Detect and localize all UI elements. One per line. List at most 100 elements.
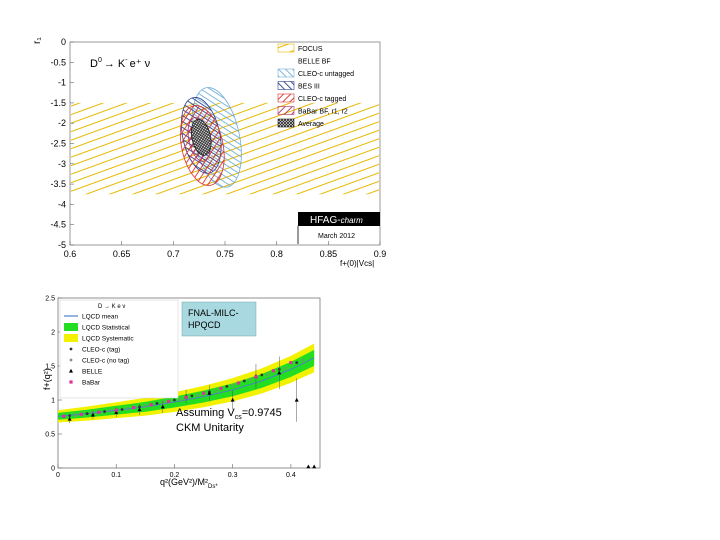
x-tick-label: 0.75 <box>216 249 234 259</box>
x-axis-ticks-bottom: 0 0.1 0.2 0.3 0.4 <box>56 464 296 479</box>
cleo-notag-point <box>230 384 235 388</box>
belle-point <box>306 464 311 469</box>
x-axis-ticks: 0.6 0.65 0.7 0.75 0.8 0.85 0.9 <box>64 241 387 259</box>
y-tick-label: 1.5 <box>45 364 55 371</box>
legend-label: CLEO-c untagged <box>298 71 354 78</box>
belle-point <box>294 397 299 402</box>
legend-swatch <box>69 358 73 362</box>
form-factor-vs-q2-plot: 0 0.1 0.2 0.3 0.4 0 0.5 1 1.5 2 2.5 f+(q²) q²(GeV… <box>0 280 330 490</box>
x-tick-label: 0.85 <box>320 249 338 259</box>
babar-point <box>271 369 276 373</box>
legend-swatch <box>69 380 73 384</box>
babar-point <box>97 410 101 414</box>
y-tick-label: -0.5 <box>50 57 66 67</box>
y-tick-label: 1 <box>51 398 55 405</box>
svg-text:FNAL-MILC-: FNAL-MILC- <box>188 308 239 318</box>
belle-point <box>312 464 317 469</box>
belle-point <box>160 404 165 409</box>
cleo-tag-point <box>242 379 246 383</box>
legend-swatch <box>64 334 78 342</box>
babar-point <box>167 399 171 403</box>
x-tick-label: 0.1 <box>111 472 121 479</box>
legend-label: CLEO-c (tag) <box>82 347 120 354</box>
y-tick-label: 0 <box>61 37 66 47</box>
legend-label: BELLE BF <box>298 59 331 66</box>
legend-label: FOCUS <box>298 46 323 53</box>
babar-point <box>201 391 206 395</box>
y-axis-label: r₁ <box>32 37 43 44</box>
legend-label: CLEO-c tagged <box>298 96 346 103</box>
lqcd-mean-line <box>57 357 315 417</box>
belle-point <box>114 410 119 414</box>
legend-swatch <box>277 93 295 103</box>
babar-point <box>219 386 223 391</box>
y-axis-label-bottom: f+(q²) <box>42 368 52 390</box>
cleo-tag-point <box>155 402 159 405</box>
x-tick-label: 0.8 <box>270 249 283 259</box>
belle-point <box>207 391 212 395</box>
x-tick-label: 0 <box>56 472 60 479</box>
y-tick-label: 0.5 <box>45 432 55 439</box>
babar-point <box>254 375 258 379</box>
cleo-tag-point <box>225 385 229 388</box>
babar-point <box>79 412 83 416</box>
babar-point <box>236 381 241 385</box>
y-tick-label: -2 <box>58 118 66 128</box>
cleo-tag-point <box>295 361 299 364</box>
y-axis-ticks: 0 -0.5 -1 -1.5 -2 -2.5 -3 -3.5 -4 -4.5 -5 <box>50 37 74 250</box>
cleo-notag-point <box>178 397 182 402</box>
belle-point <box>137 407 142 412</box>
cleo-tag-point <box>85 412 89 415</box>
y-tick-label: -3.5 <box>50 179 66 189</box>
y-tick-label: 0 <box>51 466 55 473</box>
lqcd-systematic-band <box>58 343 315 423</box>
legend-swatch <box>277 68 295 78</box>
cleo-tag-point <box>190 394 194 398</box>
cleo-notag-point <box>108 409 113 413</box>
belle-point <box>230 397 235 402</box>
x-tick-label: 0.4 <box>286 472 296 479</box>
babar-point <box>132 405 136 410</box>
y-tick-label: -2.5 <box>50 139 66 149</box>
legend-swatch <box>277 106 295 115</box>
legend-swatch <box>64 323 78 331</box>
y-tick-label: 2 <box>51 330 55 337</box>
cleo-notag-point <box>73 413 78 417</box>
legend-swatch <box>277 43 295 53</box>
y-tick-label: -1 <box>58 78 66 88</box>
babar-point <box>62 414 66 418</box>
belle-point <box>277 370 282 375</box>
legend: FOCUS BELLE BF CLEO-c untagged BES III CLEO-… <box>277 43 354 128</box>
cleo-notag-point <box>213 389 217 393</box>
legend-title: D → K e ν <box>98 304 125 310</box>
measurement-ellipses <box>179 87 242 188</box>
legend-label: LQCD Systematic <box>82 336 134 343</box>
x-tick-label: 0.7 <box>167 249 180 259</box>
annotation-ckm: CKM Unitarity <box>176 422 244 434</box>
svg-text:HFAG-charm: HFAG-charm <box>310 215 363 226</box>
cleo-tag-point <box>120 408 124 411</box>
legend-label: BaBar BF, r1, r2 <box>298 109 348 116</box>
cleo-tag-point <box>260 373 264 377</box>
hfag-r1-vs-f0vcs-plot: 0.6 0.65 0.7 0.75 0.8 0.85 0.9 0 -0.5 -1 -1.5 -2 -2… <box>32 37 387 268</box>
belle-point <box>90 412 95 417</box>
y-tick-label: -4.5 <box>50 220 66 230</box>
cleo-notag-point <box>265 372 270 376</box>
legend-swatch <box>69 368 73 373</box>
x-tick-label: 0.65 <box>113 249 131 259</box>
y-tick-label: 2.5 <box>45 296 55 303</box>
cleo-notag-point <box>143 404 148 408</box>
cleo-notag-point <box>300 358 305 363</box>
x-tick-label: 0.9 <box>374 249 387 259</box>
x-tick-label: 0.6 <box>64 249 77 259</box>
svg-text:HPQCD: HPQCD <box>188 320 221 330</box>
babar-point <box>184 395 188 399</box>
cleo-notag-point <box>248 377 252 382</box>
y-tick-label: -4 <box>58 199 66 209</box>
x-axis-label-bottom: q²(GeV²)/M²Ds* <box>160 477 218 490</box>
legend-label: LQCD Statistical <box>82 325 130 332</box>
ellipse-average <box>190 119 212 156</box>
cleo-notag-point <box>126 407 130 411</box>
x-tick-label: 0.3 <box>228 472 238 479</box>
babar-point <box>289 361 293 365</box>
